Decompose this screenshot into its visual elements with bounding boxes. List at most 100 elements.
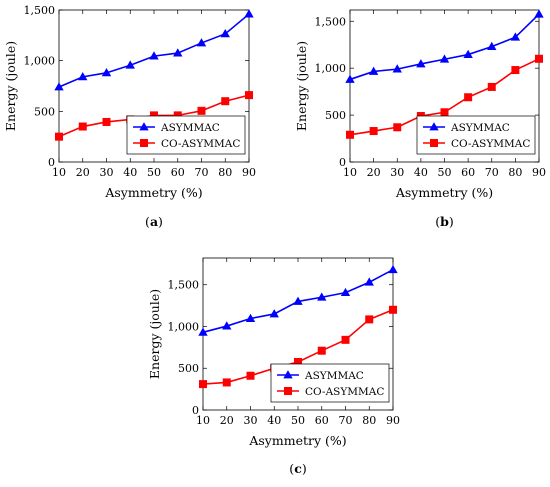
- x-tick-label: 30: [244, 414, 258, 427]
- y-tick-label: 1,500: [168, 279, 200, 292]
- data-point: [78, 122, 87, 131]
- y-tick-label: 500: [34, 105, 55, 118]
- series-co-asymmac: [55, 91, 253, 141]
- data-point: [392, 64, 402, 73]
- data-point: [139, 122, 149, 131]
- data-point: [439, 54, 450, 63]
- data-point: [510, 32, 521, 41]
- caption-paren-close: ): [158, 214, 163, 229]
- data-point: [368, 66, 379, 75]
- x-tick-label: 40: [414, 166, 428, 179]
- x-tick-label: 40: [123, 166, 137, 179]
- x-tick-label: 20: [220, 414, 234, 427]
- caption-letter: a: [150, 214, 158, 229]
- x-tick-label: 60: [315, 414, 329, 427]
- data-point: [101, 68, 112, 77]
- data-point: [197, 106, 206, 115]
- data-point: [393, 123, 402, 132]
- data-point: [102, 117, 111, 126]
- y-tick-label: 0: [48, 156, 55, 169]
- data-point: [416, 59, 426, 68]
- x-tick-label: 10: [196, 414, 210, 427]
- caption-letter: c: [294, 461, 302, 476]
- caption: (c): [289, 461, 306, 476]
- x-tick-label: 60: [171, 166, 185, 179]
- data-point: [55, 132, 63, 141]
- caption-paren-open: (: [435, 214, 440, 229]
- y-axis-label: Energy (joule): [294, 41, 309, 131]
- y-axis-label: Energy (joule): [147, 289, 162, 379]
- data-point: [78, 72, 88, 81]
- data-point: [365, 315, 374, 324]
- data-point: [221, 97, 230, 106]
- data-point: [283, 370, 293, 379]
- caption: (a): [145, 214, 163, 229]
- data-point: [369, 127, 378, 136]
- legend-label: ASYMMAC: [160, 122, 220, 134]
- data-point: [317, 346, 326, 355]
- y-tick-label: 1,500: [24, 4, 56, 17]
- data-point: [140, 139, 148, 147]
- y-axis-label: Energy (joule): [3, 41, 18, 131]
- y-tick-label: 1,000: [24, 55, 56, 68]
- series-co-asymmac: [346, 54, 543, 139]
- data-point: [198, 327, 208, 336]
- data-point: [389, 305, 397, 314]
- data-point: [149, 51, 159, 60]
- data-point: [222, 378, 231, 387]
- data-point: [429, 122, 439, 131]
- data-point: [534, 9, 544, 18]
- x-tick-label: 90: [386, 414, 400, 427]
- caption-paren-close: ): [302, 461, 307, 476]
- series-asymmac: [198, 264, 398, 336]
- y-tick-label: 0: [339, 156, 346, 169]
- legend-box: [126, 115, 246, 155]
- data-point: [388, 264, 398, 274]
- y-tick-label: 1,000: [168, 320, 200, 333]
- data-point: [293, 296, 303, 305]
- chart-a: 10 20 30 40 50 60 70 80 90 0 500 1,000 1,500 Asymmetr…: [3, 4, 256, 229]
- x-tick-label: 50: [438, 166, 452, 179]
- x-tick-label: 40: [267, 414, 281, 427]
- legend-label: CO-ASYMMAC: [305, 386, 384, 398]
- series-asymmac: [54, 9, 254, 91]
- series-line: [58, 13, 250, 88]
- data-point: [463, 49, 473, 58]
- x-tick-label: 30: [100, 166, 114, 179]
- data-point: [364, 277, 374, 286]
- data-point: [54, 82, 64, 91]
- x-tick-label: 80: [218, 166, 232, 179]
- data-point: [341, 335, 350, 344]
- data-point: [346, 130, 354, 139]
- x-tick-label: 70: [485, 166, 499, 179]
- data-point: [196, 38, 207, 47]
- series-asymmac: [345, 9, 544, 83]
- data-point: [125, 60, 135, 69]
- data-point: [535, 54, 543, 63]
- x-tick-label: 90: [242, 166, 256, 179]
- legend: ASYMMAC CO-ASYMMAC: [126, 115, 246, 155]
- x-tick-label: 50: [291, 414, 305, 427]
- y-tick-label: 500: [178, 362, 199, 375]
- x-tick-label: 10: [343, 166, 357, 179]
- y-tick-label: 1,000: [315, 62, 347, 75]
- data-point: [487, 82, 496, 91]
- legend-box: [270, 363, 390, 403]
- y-tick-label: 1,500: [315, 15, 347, 28]
- x-tick-label: 50: [147, 166, 161, 179]
- legend: ASYMMAC CO-ASYMMAC: [270, 363, 390, 403]
- x-tick-label: 70: [339, 414, 353, 427]
- data-point: [222, 321, 232, 330]
- y-tick-label: 0: [192, 404, 199, 417]
- legend-label: CO-ASYMMAC: [451, 138, 530, 150]
- caption-paren-open: (: [289, 461, 294, 476]
- data-point: [345, 74, 355, 83]
- data-point: [440, 108, 449, 117]
- x-axis-label: Asymmetry (%): [248, 433, 346, 448]
- data-point: [173, 48, 183, 57]
- x-axis-label: Asymmetry (%): [395, 185, 493, 200]
- series-line: [349, 13, 540, 81]
- x-tick-label: 30: [390, 166, 404, 179]
- legend-label: ASYMMAC: [450, 122, 510, 134]
